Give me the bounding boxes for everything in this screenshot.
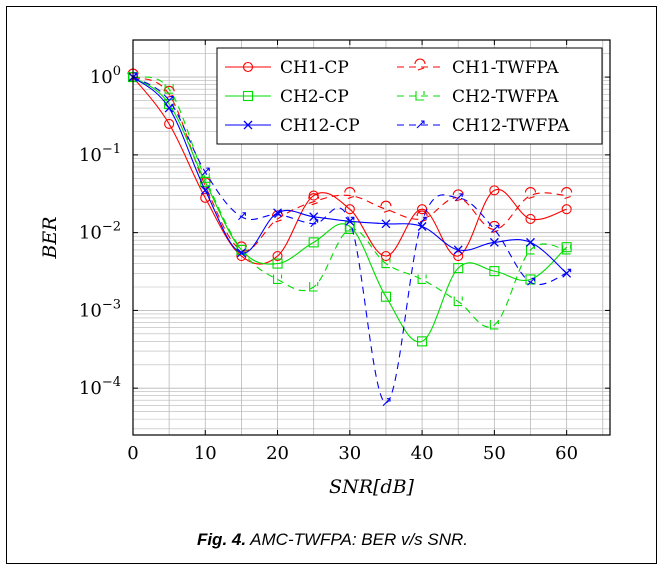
data-point	[454, 193, 463, 202]
data-point	[380, 251, 392, 262]
legend-swatch-marker	[242, 90, 254, 102]
x-tick-label: 60	[555, 443, 578, 464]
y-tick-label: 10−4	[79, 375, 121, 399]
data-point	[309, 282, 319, 292]
data-point	[163, 85, 175, 98]
figure-caption: Fig. 4. AMC-TWFPA: BER v/s SNR.	[0, 530, 665, 550]
x-tick-label: 20	[266, 443, 289, 464]
data-point	[490, 224, 499, 233]
data-point	[418, 216, 427, 225]
series-line	[132, 76, 567, 328]
series-line	[132, 76, 567, 404]
series-ch12-twfpa	[129, 72, 572, 407]
data-point	[346, 216, 355, 225]
series-layer	[127, 68, 573, 407]
legend-entry-ch2-cp: CH2-CP	[225, 87, 349, 107]
legend-label: CH1-CP	[280, 58, 349, 78]
data-point	[453, 263, 464, 274]
data-point	[201, 167, 210, 176]
axis-ticks: 0 10 20 30 40 50 60 10−4 10−3 10−2 10−1 100	[79, 40, 610, 464]
legend-label: CH12-CP	[280, 116, 360, 136]
data-point	[380, 200, 392, 213]
data-point	[489, 185, 500, 196]
data-point	[164, 118, 175, 129]
x-tick-label: 30	[338, 443, 361, 464]
data-point	[527, 277, 536, 286]
y-tick-label: 10−1	[79, 142, 121, 166]
x-tick-label: 10	[194, 443, 217, 464]
data-point	[453, 251, 464, 262]
legend-swatch-marker	[243, 120, 253, 130]
data-point	[344, 187, 356, 200]
data-point	[165, 95, 174, 104]
series-line	[132, 76, 567, 265]
data-point	[271, 210, 284, 223]
legend: CH1-CP CH1-TWFPA CH2-CP CH2-TWFPA CH12-CP CH1…	[216, 47, 603, 145]
data-point	[489, 266, 500, 277]
data-point	[236, 251, 247, 262]
legend-swatch-marker	[416, 120, 425, 129]
data-point	[453, 245, 463, 255]
data-point	[525, 213, 536, 224]
data-point	[380, 291, 392, 302]
series-ch12-cp	[128, 72, 572, 278]
data-point	[272, 258, 283, 269]
legend-swatch-marker	[242, 61, 254, 73]
data-point	[489, 319, 499, 330]
data-point	[344, 204, 355, 215]
x-tick-label: 50	[483, 443, 506, 464]
legend-entry-ch12-twfpa: CH12-TWFPA	[397, 116, 570, 136]
y-tick-label: 100	[90, 64, 121, 88]
legend-entry-ch2-twfpa: CH2-TWFPA	[397, 87, 559, 107]
y-tick-label: 10−2	[79, 220, 121, 244]
x-tick-label: 40	[411, 443, 434, 464]
data-point	[164, 84, 174, 94]
legend-label: CH2-CP	[280, 87, 349, 107]
data-point	[417, 336, 428, 347]
data-point	[238, 212, 246, 221]
data-point	[274, 210, 283, 219]
legend-label: CH1-TWFPA	[452, 58, 559, 78]
legend-entry-ch1-cp: CH1-CP	[225, 58, 349, 78]
data-point	[417, 274, 427, 285]
legend-entry-ch12-cp: CH12-CP	[225, 116, 360, 136]
data-point	[200, 185, 210, 195]
data-point	[164, 103, 174, 113]
data-point	[563, 268, 572, 277]
data-point	[236, 248, 246, 258]
data-point	[561, 187, 573, 200]
caption-label: Fig. 4.	[196, 530, 247, 549]
data-point	[562, 244, 572, 255]
data-point	[200, 192, 211, 203]
data-point	[272, 274, 283, 285]
data-point	[308, 237, 319, 248]
data-point	[489, 237, 499, 247]
data-point	[308, 193, 320, 206]
data-point	[381, 219, 391, 229]
legend-label: CH2-TWFPA	[452, 87, 559, 107]
data-point	[452, 189, 464, 202]
data-point	[524, 187, 537, 200]
caption-text: AMC-TWFPA: BER v/s SNR.	[250, 530, 469, 549]
data-point	[453, 296, 463, 307]
data-point	[381, 258, 391, 269]
data-point	[310, 219, 319, 228]
legend-label: CH12-TWFPA	[452, 116, 570, 136]
data-point	[526, 237, 535, 247]
x-axis-title: SNR[dB]	[329, 476, 414, 498]
x-tick-label: 0	[127, 443, 138, 464]
data-point	[382, 398, 391, 407]
legend-swatch-marker	[414, 58, 426, 71]
y-axis-title: BER	[39, 216, 61, 259]
legend-entry-ch1-twfpa: CH1-TWFPA	[397, 58, 559, 78]
legend-swatch-marker	[415, 91, 425, 101]
y-tick-label: 10−3	[79, 297, 121, 321]
data-point	[272, 251, 283, 262]
plot-area-border	[132, 39, 611, 436]
data-point	[561, 204, 572, 215]
